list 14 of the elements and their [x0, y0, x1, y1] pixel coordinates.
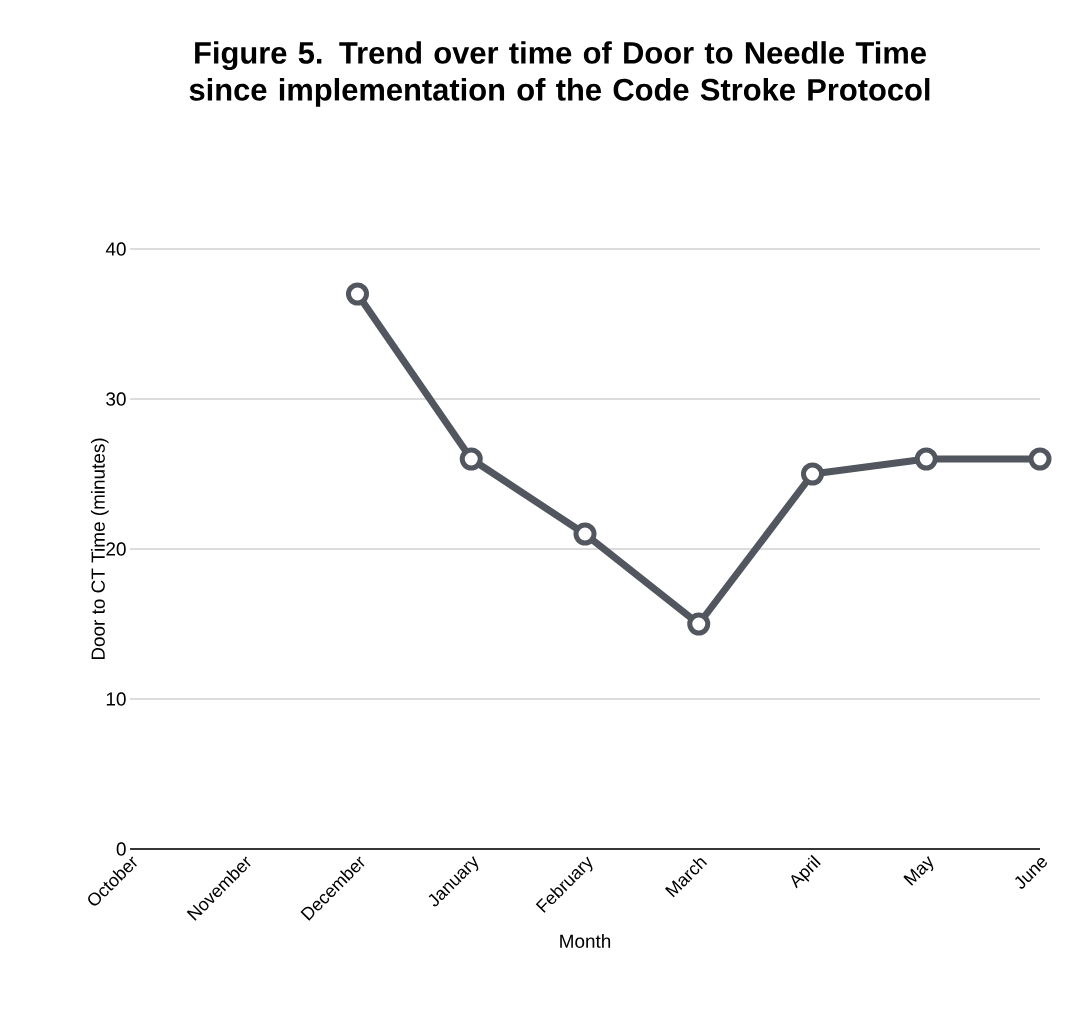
point — [346, 282, 369, 306]
point — [573, 522, 597, 546]
chart-title: Figure 5. Trend over time of Door to Needle Time since implementation of the Code Stroke Protocol — [189, 41, 930, 107]
point — [459, 447, 483, 471]
point — [801, 462, 824, 486]
y-tick-label: 30 — [106, 392, 126, 406]
x-axis-title: Month — [560, 934, 611, 948]
point — [1028, 447, 1052, 471]
y-tick-label: 40 — [105, 242, 126, 256]
y-tick-label: 10 — [106, 692, 126, 706]
x-tick-label: May — [903, 856, 934, 886]
point — [687, 612, 711, 636]
point — [914, 447, 938, 471]
y-tick-label: 0 — [116, 842, 126, 856]
